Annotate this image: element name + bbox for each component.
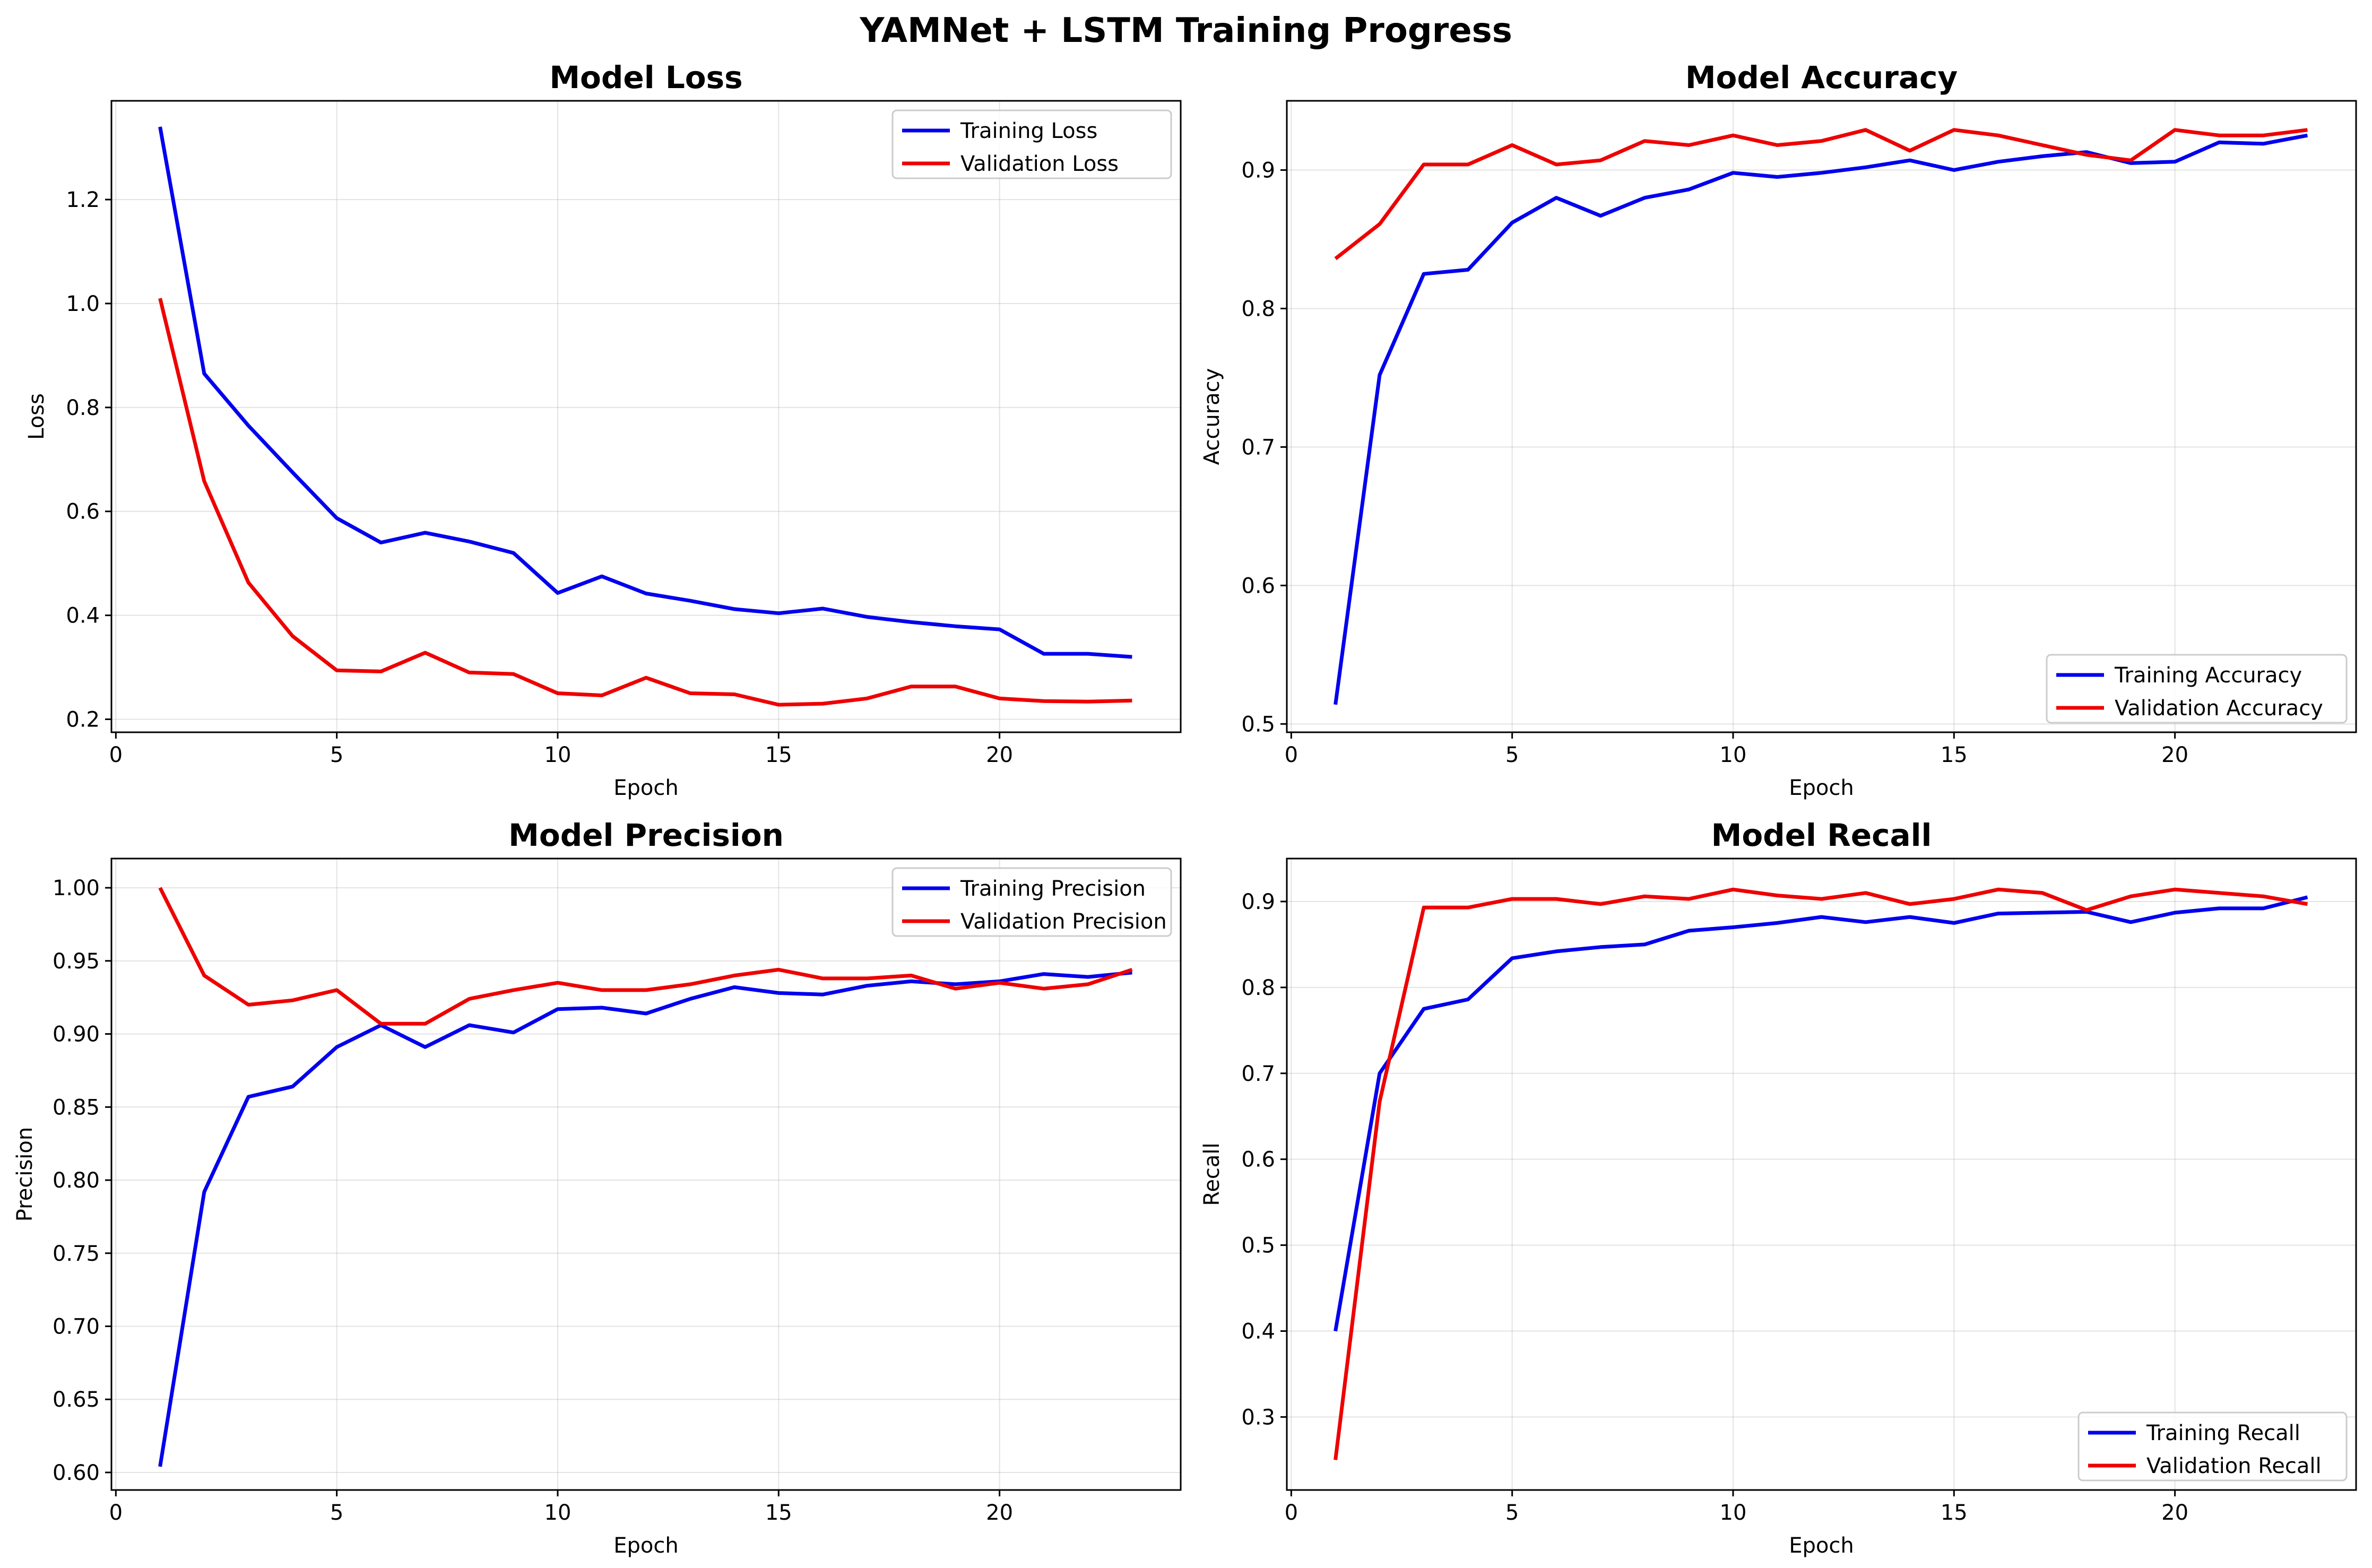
panel-title: Model Accuracy <box>1685 59 1958 96</box>
x-tick-label: 0 <box>1285 1501 1298 1525</box>
panel-title: Model Loss <box>549 59 742 96</box>
y-tick-label: 0.75 <box>53 1242 100 1266</box>
series-line-training <box>1334 895 2308 1332</box>
y-axis-label: Loss <box>24 393 49 440</box>
x-tick-label: 20 <box>2161 743 2188 767</box>
x-tick-label: 5 <box>1505 743 1519 767</box>
x-tick-label: 5 <box>330 743 343 767</box>
y-axis-label: Accuracy <box>1200 368 1224 465</box>
legend: Training Loss Validation Loss <box>891 109 1172 179</box>
x-tick-label: 15 <box>765 743 792 767</box>
y-tick-label: 0.8 <box>66 396 100 420</box>
y-tick-label: 0.6 <box>1241 574 1275 598</box>
y-tick-label: 0.4 <box>66 604 100 628</box>
y-tick-label: 0.95 <box>53 949 100 974</box>
plot-frame <box>1286 857 2357 1491</box>
plot-frame <box>110 857 1182 1491</box>
plot-frame <box>1286 100 2357 733</box>
series-line-training <box>158 971 1132 1467</box>
panel-title: Model Precision <box>508 817 784 853</box>
series-line-validation <box>158 298 1132 707</box>
y-tick-label: 0.60 <box>53 1461 100 1485</box>
legend-box <box>891 867 1172 937</box>
series-line-training <box>158 126 1132 659</box>
y-tick-label: 0.6 <box>66 500 100 524</box>
x-tick-label: 20 <box>2161 1501 2188 1525</box>
x-tick-label: 5 <box>1505 1501 1519 1525</box>
y-tick-label: 1.2 <box>66 188 100 212</box>
legend-box <box>2077 1411 2348 1482</box>
x-tick-label: 10 <box>544 1501 572 1525</box>
x-tick-label: 20 <box>986 1501 1013 1525</box>
series-line-training <box>1334 133 2308 705</box>
y-axis-label: Recall <box>1200 1142 1224 1206</box>
y-tick-label: 0.4 <box>1241 1319 1275 1344</box>
series-line-validation <box>1334 128 2308 261</box>
x-axis-label: Epoch <box>1789 1534 1854 1558</box>
y-tick-label: 0.80 <box>53 1168 100 1193</box>
legend-box <box>2046 654 2348 724</box>
y-tick-label: 0.8 <box>1241 297 1275 321</box>
y-tick-label: 0.70 <box>53 1314 100 1339</box>
series-line-validation <box>158 887 1133 1026</box>
x-tick-label: 0 <box>109 743 123 767</box>
legend-label-training: Training Loss <box>960 119 1097 143</box>
legend-label-training: Training Recall <box>2146 1421 2300 1445</box>
y-tick-label: 0.8 <box>1241 976 1275 1000</box>
legend-label-training: Training Precision <box>960 877 1146 901</box>
x-tick-label: 20 <box>986 743 1013 767</box>
y-tick-label: 0.5 <box>1241 712 1275 737</box>
y-tick-label: 1.0 <box>66 292 100 316</box>
x-tick-label: 10 <box>544 743 572 767</box>
x-axis-label: Epoch <box>613 1534 678 1558</box>
legend-label-validation: Validation Precision <box>960 909 1167 934</box>
legend-label-validation: Validation Loss <box>960 152 1119 176</box>
y-tick-label: 0.9 <box>1241 158 1275 183</box>
y-tick-label: 0.5 <box>1241 1234 1275 1258</box>
x-axis-label: Epoch <box>613 776 678 800</box>
y-axis-label: Precision <box>13 1127 37 1222</box>
legend-label-validation: Validation Accuracy <box>2115 696 2323 721</box>
x-tick-label: 15 <box>1941 1501 1968 1525</box>
x-tick-label: 0 <box>1285 743 1298 767</box>
series-line-validation <box>1334 887 2308 1460</box>
chart-panel-4: 0 5 10 15 20 0.3 0.4 0.5 0.6 0.7 0.8 0.9 Model Recal… <box>1200 817 2357 1558</box>
chart-panel-2: 0 5 10 15 20 0.5 0.6 0.7 0.8 0.9 Model Accuracy Epo… <box>1200 59 2357 800</box>
y-tick-label: 0.3 <box>1241 1405 1275 1430</box>
x-axis-label: Epoch <box>1789 776 1854 800</box>
plot-frame <box>110 100 1182 733</box>
chart-panel-1: 0 5 10 15 20 0.2 0.4 0.6 0.8 1.0 1.2 Model Loss Epoc… <box>24 59 1182 800</box>
y-tick-label: 0.6 <box>1241 1148 1275 1172</box>
y-tick-label: 0.2 <box>66 708 100 732</box>
y-tick-label: 0.9 <box>1241 890 1275 914</box>
legend-label-validation: Validation Recall <box>2146 1454 2322 1478</box>
legend: Training Recall Validation Recall <box>2077 1411 2348 1482</box>
legend: Training Precision Validation Precision <box>891 867 1172 937</box>
x-tick-label: 10 <box>1720 1501 1747 1525</box>
y-tick-label: 0.7 <box>1241 435 1275 460</box>
y-tick-label: 0.65 <box>53 1388 100 1412</box>
x-tick-label: 5 <box>330 1501 343 1525</box>
chart-panel-3: 0 5 10 15 20 0.60 0.65 0.70 0.75 0.80 0.85 0.90 0.95… <box>13 817 1182 1558</box>
x-tick-label: 15 <box>765 1501 792 1525</box>
legend: Training Accuracy Validation Accuracy <box>2046 654 2348 724</box>
panel-title: Model Recall <box>1711 817 1932 853</box>
legend-box <box>891 109 1172 179</box>
figure-title: YAMNet + LSTM Training Progress <box>860 11 1512 50</box>
y-tick-label: 1.00 <box>53 876 100 900</box>
y-tick-label: 0.7 <box>1241 1062 1275 1086</box>
y-tick-label: 0.90 <box>53 1023 100 1047</box>
legend-label-training: Training Accuracy <box>2114 663 2302 688</box>
y-tick-label: 0.85 <box>53 1095 100 1120</box>
x-tick-label: 15 <box>1941 743 1968 767</box>
x-tick-label: 0 <box>109 1501 123 1525</box>
x-tick-label: 10 <box>1720 743 1747 767</box>
